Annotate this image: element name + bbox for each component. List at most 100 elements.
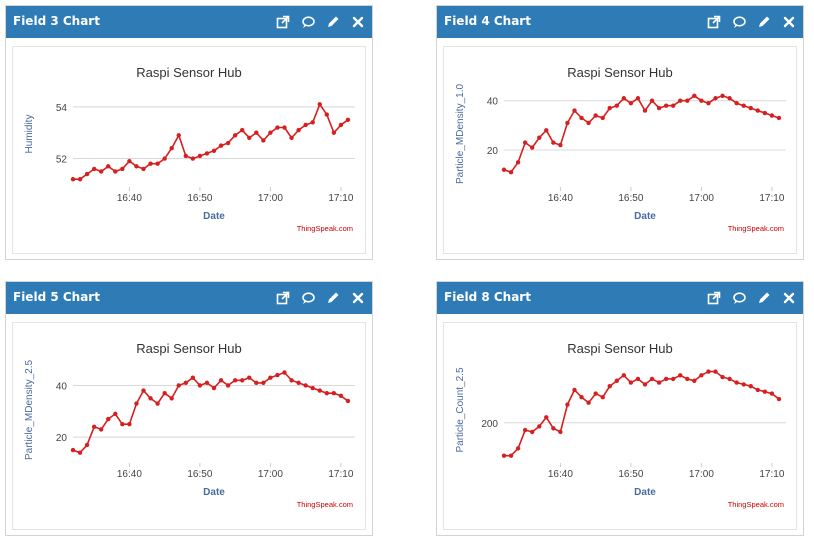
data-point [70,177,76,182]
data-point [565,120,570,126]
data-point [310,385,315,391]
data-point [614,103,619,108]
comment-icon[interactable] [300,14,316,30]
y-axis-label: Particle_MDensity_1.0 [455,84,466,184]
data-point [593,113,598,118]
comment-icon[interactable] [731,14,747,30]
data-point [565,402,570,407]
chart-credit: ThingSpeak.com [728,500,784,509]
x-tick-label: 16:40 [548,469,573,480]
data-point [515,160,521,165]
external-link-icon[interactable] [706,14,722,30]
data-point [734,100,739,106]
line-chart: Raspi Sensor Hub 20 40 16:40 16:50 17:00 17:10… [455,65,786,233]
data-point [678,373,683,378]
y-tick-label: 54 [56,103,68,114]
data-point [586,400,591,405]
data-point [671,103,676,108]
data-point [91,166,97,172]
widget-tools [266,14,366,30]
data-point [162,390,167,396]
pencil-icon[interactable] [325,14,341,30]
data-point [649,98,655,103]
data-point [289,378,294,383]
comment-icon[interactable] [731,290,747,306]
pencil-icon[interactable] [756,290,772,306]
data-point [317,388,322,393]
data-point [211,148,217,154]
widget-field-5: Field 5 Chart Raspi Sensor Hub 20 40 16:40 1… [5,281,373,536]
data-point [537,424,542,429]
comment-icon[interactable] [300,290,316,306]
data-point [614,378,619,383]
x-axis-label: Date [634,487,656,498]
data-point [310,120,315,125]
external-link-icon[interactable] [706,290,722,306]
data-point [515,446,521,451]
data-point [254,380,259,386]
x-axis-label: Date [203,211,225,222]
data-point [621,96,627,101]
data-point [106,416,111,422]
widget-title: Field 5 Chart [13,290,100,304]
data-point [218,378,224,383]
data-point [127,422,132,427]
chart-title: Raspi Sensor Hub [567,341,673,356]
x-tick-label: 17:10 [328,193,353,204]
widget-title: Field 8 Chart [444,290,531,304]
data-point [247,135,252,141]
x-tick-label: 17:10 [759,193,784,204]
data-point [232,133,238,138]
data-point [593,391,598,396]
external-link-icon[interactable] [275,290,291,306]
data-point [727,376,732,382]
y-tick-label: 200 [481,419,498,430]
data-point [84,171,90,177]
close-icon[interactable] [350,290,366,306]
y-tick-label: 40 [56,381,68,392]
data-point [148,396,153,401]
data-point [713,96,718,101]
data-point [572,387,577,393]
data-point [120,166,125,172]
data-point [692,93,697,98]
data-point [225,140,231,146]
pencil-icon[interactable] [325,290,341,306]
y-tick-label: 52 [56,155,68,166]
close-icon[interactable] [781,14,797,30]
external-link-icon[interactable] [275,14,291,30]
y-axis-label: Particle_Count_2.5 [455,367,466,452]
data-point [134,164,139,169]
data-point [204,151,210,156]
widget-title: Field 3 Chart [13,14,100,28]
data-point [211,385,217,391]
close-icon[interactable] [781,290,797,306]
data-point [77,177,83,182]
data-point [649,376,655,382]
chart-area: Raspi Sensor Hub 200 16:40 16:50 17:00 17:10 D… [443,322,797,530]
data-point [169,146,174,151]
data-point [169,396,174,401]
data-point [741,382,746,387]
data-point [84,442,90,448]
data-point [183,153,188,159]
widget-header: Field 3 Chart [6,6,372,38]
x-tick-label: 17:00 [258,469,283,480]
data-point [727,96,732,101]
series-line [73,103,349,180]
chart-area: Raspi Sensor Hub 52 54 16:40 16:50 17:00 17:10… [12,46,366,254]
data-point [586,120,591,126]
chart-title: Raspi Sensor Hub [136,65,242,80]
data-point [720,374,725,380]
data-point [141,166,146,172]
data-point [699,98,704,103]
data-point [275,372,280,378]
widget-tools [697,290,797,306]
close-icon[interactable] [350,14,366,30]
pencil-icon[interactable] [756,14,772,30]
data-point [713,369,718,374]
data-point [247,375,252,380]
data-point [501,167,507,172]
x-tick-label: 16:50 [618,469,643,480]
data-point [197,153,203,159]
